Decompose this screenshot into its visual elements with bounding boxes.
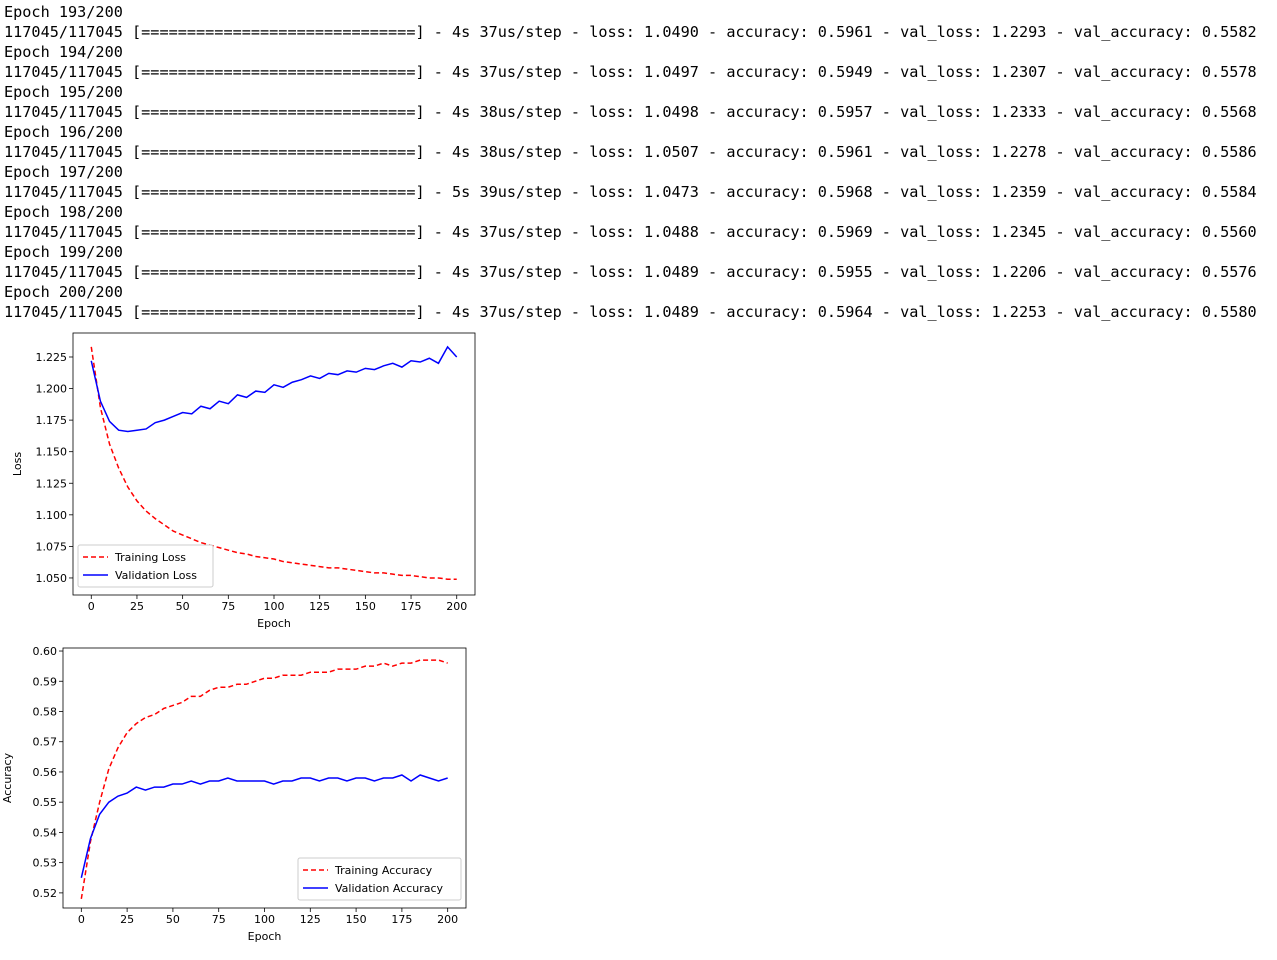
epoch-line: Epoch 198/200 <box>4 203 123 221</box>
progress-line: 117045/117045 [=========================… <box>4 183 1257 201</box>
y-tick-label: 0.58 <box>33 705 58 718</box>
epoch-line: Epoch 197/200 <box>4 163 123 181</box>
legend-label: Validation Accuracy <box>335 882 444 895</box>
console-output: Epoch 193/200 117045/117045 [============… <box>4 2 1257 322</box>
x-tick-label: 125 <box>309 600 330 613</box>
x-tick-label: 175 <box>391 913 412 926</box>
legend-label: Training Loss <box>114 551 186 564</box>
y-tick-label: 0.60 <box>33 645 58 658</box>
x-tick-label: 125 <box>300 913 321 926</box>
y-tick-label: 0.55 <box>33 796 58 809</box>
x-tick-label: 25 <box>120 913 134 926</box>
epoch-line: Epoch 193/200 <box>4 3 123 21</box>
series-line <box>90 345 458 433</box>
progress-line: 117045/117045 [=========================… <box>4 303 1257 321</box>
epoch-line: Epoch 195/200 <box>4 83 123 101</box>
y-tick-label: 1.150 <box>36 446 68 459</box>
series-line <box>90 346 457 580</box>
y-tick-label: 1.225 <box>36 351 68 364</box>
x-axis-label: Epoch <box>248 930 282 943</box>
x-axis-label: Epoch <box>257 617 291 630</box>
legend-box <box>297 857 462 901</box>
x-tick-label: 75 <box>212 913 226 926</box>
y-tick-label: 1.050 <box>36 572 68 585</box>
x-tick-label: 25 <box>130 600 144 613</box>
progress-line: 117045/117045 [=========================… <box>4 63 1257 81</box>
y-tick-label: 0.59 <box>33 675 58 688</box>
progress-line: 117045/117045 [=========================… <box>4 103 1257 121</box>
y-tick-label: 0.56 <box>33 766 58 779</box>
epoch-line: Epoch 199/200 <box>4 243 123 261</box>
legend-box <box>77 544 214 588</box>
y-tick-label: 1.100 <box>36 509 68 522</box>
x-tick-label: 100 <box>254 913 275 926</box>
x-tick-label: 0 <box>78 913 85 926</box>
y-tick-label: 1.175 <box>36 414 68 427</box>
epoch-line: Epoch 194/200 <box>4 43 123 61</box>
progress-line: 117045/117045 [=========================… <box>4 23 1257 41</box>
y-tick-label: 0.53 <box>33 857 58 870</box>
legend-label: Validation Loss <box>115 569 197 582</box>
y-tick-label: 0.54 <box>33 826 58 839</box>
x-tick-label: 0 <box>88 600 95 613</box>
y-tick-label: 0.52 <box>33 887 58 900</box>
legend: Training Accuracy Validation Accuracy <box>297 857 462 901</box>
x-tick-label: 75 <box>221 600 235 613</box>
progress-line: 117045/117045 [=========================… <box>4 263 1257 281</box>
series-line <box>80 659 448 900</box>
x-tick-label: 50 <box>176 600 190 613</box>
x-tick-label: 150 <box>355 600 376 613</box>
legend-label: Training Accuracy <box>334 864 433 877</box>
epoch-line: Epoch 196/200 <box>4 123 123 141</box>
y-axis-label: Accuracy <box>1 752 14 803</box>
progress-line: 117045/117045 [=========================… <box>4 223 1257 241</box>
y-tick-label: 0.57 <box>33 736 58 749</box>
x-tick-label: 100 <box>264 600 285 613</box>
progress-line: 117045/117045 [=========================… <box>4 143 1257 161</box>
x-tick-label: 50 <box>166 913 180 926</box>
x-tick-label: 200 <box>446 600 467 613</box>
legend: Training Loss Validation Loss <box>77 544 214 588</box>
y-tick-label: 1.200 <box>36 383 68 396</box>
y-axis-label: Loss <box>11 452 24 476</box>
x-tick-label: 200 <box>437 913 458 926</box>
x-tick-label: 175 <box>401 600 422 613</box>
y-tick-label: 1.125 <box>36 477 68 490</box>
epoch-line: Epoch 200/200 <box>4 283 123 301</box>
series-line <box>80 774 448 878</box>
x-tick-label: 150 <box>346 913 367 926</box>
y-tick-label: 1.075 <box>36 540 68 553</box>
